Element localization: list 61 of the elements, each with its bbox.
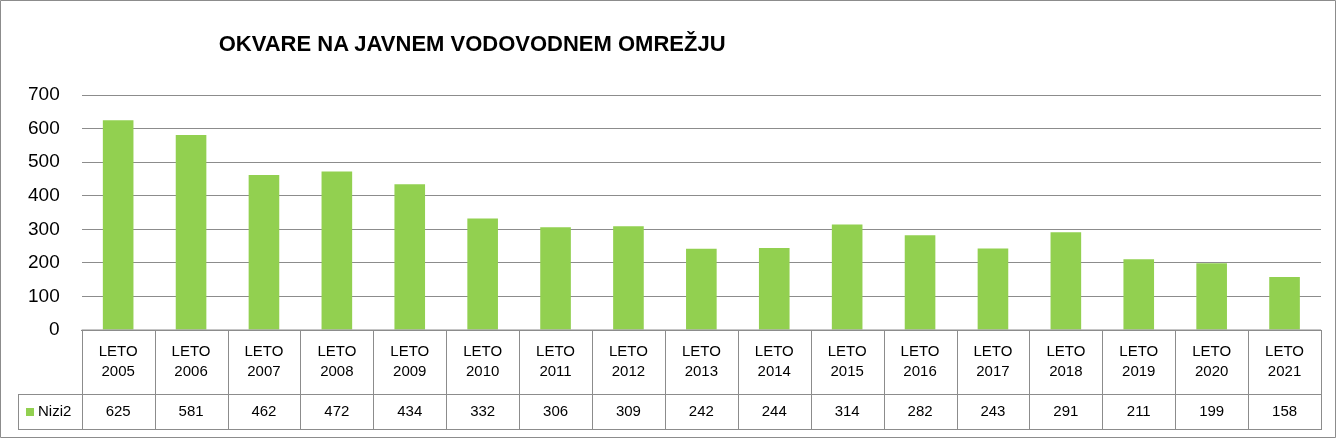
y-tick-label: 300 [28,217,60,239]
data-label: 332 [470,402,496,420]
bar [248,174,280,330]
data-label: 291 [1053,402,1079,420]
bar [904,235,936,330]
chart-title: OKVARE NA JAVNEM VODOVODNEM OMREŽJU [218,31,726,57]
x-tick-label: LETO 2019 [1119,342,1159,380]
bar [1050,232,1082,330]
data-label: 199 [1199,402,1225,420]
x-tick-label: LETO 2011 [536,342,575,380]
x-tick-label: LETO 2018 [1046,342,1086,380]
bar [175,134,207,330]
data-label: 282 [907,402,933,420]
x-tick-label: LETO 2008 [317,342,357,380]
x-tick-label: LETO 2015 [827,342,867,380]
data-label: 625 [105,402,131,420]
bar [831,224,863,330]
x-tick-label: LETO 2010 [463,342,503,380]
bar [686,248,717,330]
bar [467,218,498,330]
x-tick-label: LETO 2012 [609,342,648,380]
x-tick-label: LETO 2020 [1192,342,1232,380]
bar [321,171,353,330]
bar [394,184,426,330]
x-tick-label: LETO 2014 [754,342,794,380]
bar [102,120,134,330]
bar [1269,276,1300,330]
y-tick-label: 700 [28,83,60,105]
data-label: 472 [324,402,350,420]
y-tick-label: 0 [49,318,60,340]
bar [1196,263,1227,330]
bar [977,248,1009,330]
bar [613,226,644,330]
data-label: 306 [543,402,569,420]
x-tick-label: LETO 2005 [98,342,138,380]
x-tick-label: LETO 2009 [390,342,430,380]
data-label: 462 [251,402,277,420]
y-tick-label: 200 [28,251,60,273]
x-tick-label: LETO 2007 [244,342,284,380]
x-tick-label: LETO 2021 [1265,342,1304,380]
data-label: 244 [761,402,787,420]
data-label: 243 [980,402,1006,420]
bar [1123,259,1155,330]
legend-label: Nizi2 [38,402,72,420]
data-label: 309 [615,402,641,420]
x-tick-label: LETO 2016 [900,342,940,380]
data-label: 434 [397,402,423,420]
data-label: 158 [1272,402,1298,420]
x-tick-label: LETO 2006 [171,342,211,380]
bar [758,248,790,330]
data-label: 211 [1126,402,1151,420]
y-tick-label: 100 [28,284,60,306]
y-tick-label: 400 [28,183,60,205]
y-tick-label: 600 [28,116,60,138]
x-tick-label: LETO 2017 [973,342,1013,380]
data-label: 314 [834,402,860,420]
bar [540,227,571,330]
data-label: 242 [688,402,714,420]
x-tick-label: LETO 2013 [681,342,721,380]
y-tick-label: 500 [28,150,60,172]
data-label: 581 [178,402,204,420]
